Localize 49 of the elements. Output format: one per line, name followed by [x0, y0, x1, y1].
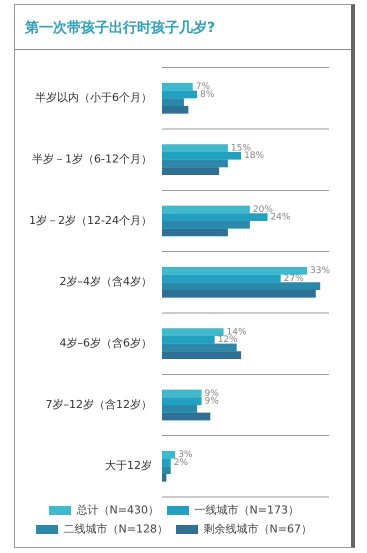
bar	[162, 344, 237, 352]
data-label: 8%	[200, 90, 215, 100]
data-label: 27%	[284, 274, 304, 284]
bar	[162, 351, 242, 359]
data-label: 12%	[218, 335, 238, 346]
data-label: 18%	[244, 151, 265, 162]
y-tick-label: 7岁–12岁（含12岁）	[45, 398, 152, 411]
bar	[162, 336, 215, 344]
bar	[162, 274, 281, 282]
data-label: 9%	[204, 396, 220, 406]
data-label: 33%	[310, 266, 330, 276]
bar	[162, 328, 224, 336]
y-tick-label: 1岁－2岁（12-24个月）	[28, 214, 152, 227]
bar	[162, 412, 210, 420]
bar	[162, 266, 308, 275]
bar	[162, 458, 171, 466]
bar	[162, 167, 220, 175]
bar	[162, 228, 228, 236]
bar	[162, 152, 242, 160]
bar	[162, 144, 228, 152]
y-tick-label: 半岁以内（小于6个月）	[34, 91, 152, 104]
bar	[162, 160, 228, 168]
bar	[162, 206, 250, 214]
bar	[162, 397, 202, 405]
bar	[162, 404, 198, 413]
legend-label: 一线城市（N=173）	[194, 503, 299, 516]
bar	[162, 213, 268, 221]
legend-label: 二线城市（N=128）	[64, 522, 168, 536]
bar	[162, 390, 202, 398]
y-tick-label: 半岁－1岁（6-12个月）	[32, 152, 152, 166]
bar	[162, 282, 320, 290]
bar	[162, 106, 188, 114]
bar	[162, 98, 184, 106]
bar	[162, 220, 250, 229]
y-tick-label: 4岁–6岁（含6岁）	[59, 336, 152, 350]
legend-label: 总计（N=430）	[76, 503, 160, 516]
legend-label: 剩余线城市（N=67）	[204, 522, 312, 536]
y-tick-label: 大于12岁	[104, 459, 152, 472]
y-tick-label: 2岁–4岁（含4岁）	[59, 275, 152, 288]
bar	[162, 90, 198, 98]
bar	[162, 82, 193, 91]
bar	[162, 474, 166, 482]
data-label: 24%	[270, 212, 291, 222]
bar	[162, 450, 176, 459]
chart-title: 第一次带孩子出行时孩子几岁?	[25, 19, 216, 37]
data-label: 20%	[252, 204, 274, 215]
data-label: 2%	[174, 458, 188, 468]
bar	[162, 290, 316, 298]
bar	[162, 466, 171, 474]
